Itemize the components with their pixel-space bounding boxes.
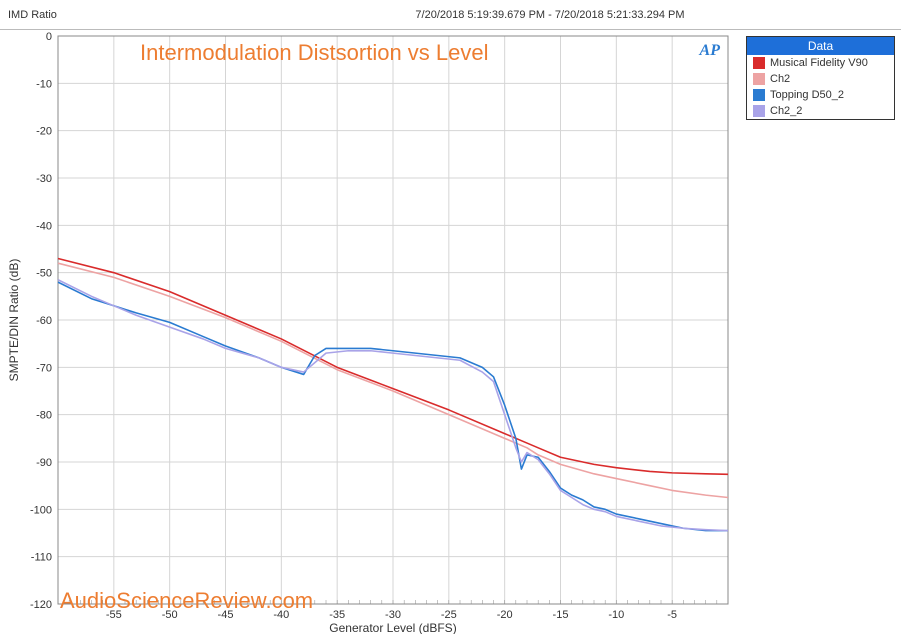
svg-text:SMPTE/DIN Ratio (dB): SMPTE/DIN Ratio (dB) [7,259,21,382]
svg-text:Generator Level (dBFS): Generator Level (dBFS) [329,621,456,634]
svg-text:-50: -50 [36,268,52,280]
legend-item: Ch2 [747,71,894,87]
legend-label: Topping D50_2 [770,89,844,101]
svg-text:-40: -40 [36,220,52,232]
chart-timestamp: 7/20/2018 5:19:39.679 PM - 7/20/2018 5:2… [207,9,893,21]
svg-text:-70: -70 [36,362,52,374]
legend-item: Ch2_2 [747,103,894,119]
legend-item: Topping D50_2 [747,87,894,103]
legend-box: Data Musical Fidelity V90 Ch2 Topping D50_… [746,36,895,120]
svg-text:-35: -35 [329,609,345,621]
legend-label: Ch2 [770,73,790,85]
svg-text:-90: -90 [36,457,52,469]
svg-text:-15: -15 [553,609,569,621]
chart-title: IMD Ratio [8,9,57,21]
svg-text:-20: -20 [36,126,52,138]
svg-text:0: 0 [46,31,52,43]
svg-text:-10: -10 [36,78,52,90]
svg-text:-80: -80 [36,410,52,422]
svg-text:-30: -30 [36,173,52,185]
chart-svg: 0 -10 -20 -30 -40 -50 -60 -70 -80 -90 -100 -110 -120… [0,30,740,634]
overlay-title: Intermodulation Distsortion vs Level [140,40,489,66]
svg-text:-10: -10 [608,609,624,621]
legend-label: Musical Fidelity V90 [770,57,868,69]
ap-logo-icon: AP [700,42,720,60]
legend-item: Musical Fidelity V90 [747,55,894,71]
svg-text:-30: -30 [385,609,401,621]
legend-swatch [753,57,765,69]
svg-text:-20: -20 [497,609,513,621]
svg-text:-5: -5 [667,609,677,621]
svg-text:-120: -120 [30,599,52,611]
svg-text:-25: -25 [441,609,457,621]
legend-swatch [753,73,765,85]
top-bar: IMD Ratio 7/20/2018 5:19:39.679 PM - 7/2… [0,0,901,30]
chart-panel: 0 -10 -20 -30 -40 -50 -60 -70 -80 -90 -100 -110 -120… [0,30,740,634]
legend-panel: Data Musical Fidelity V90 Ch2 Topping D50_… [740,30,901,634]
chart-container: IMD Ratio 7/20/2018 5:19:39.679 PM - 7/2… [0,0,901,634]
svg-text:-60: -60 [36,315,52,327]
legend-swatch [753,105,765,117]
watermark-text: AudioScienceReview.com [60,588,313,614]
legend-header: Data [747,37,894,55]
legend-label: Ch2_2 [770,105,802,117]
svg-text:-100: -100 [30,504,52,516]
legend-swatch [753,89,765,101]
svg-text:-110: -110 [31,552,52,564]
